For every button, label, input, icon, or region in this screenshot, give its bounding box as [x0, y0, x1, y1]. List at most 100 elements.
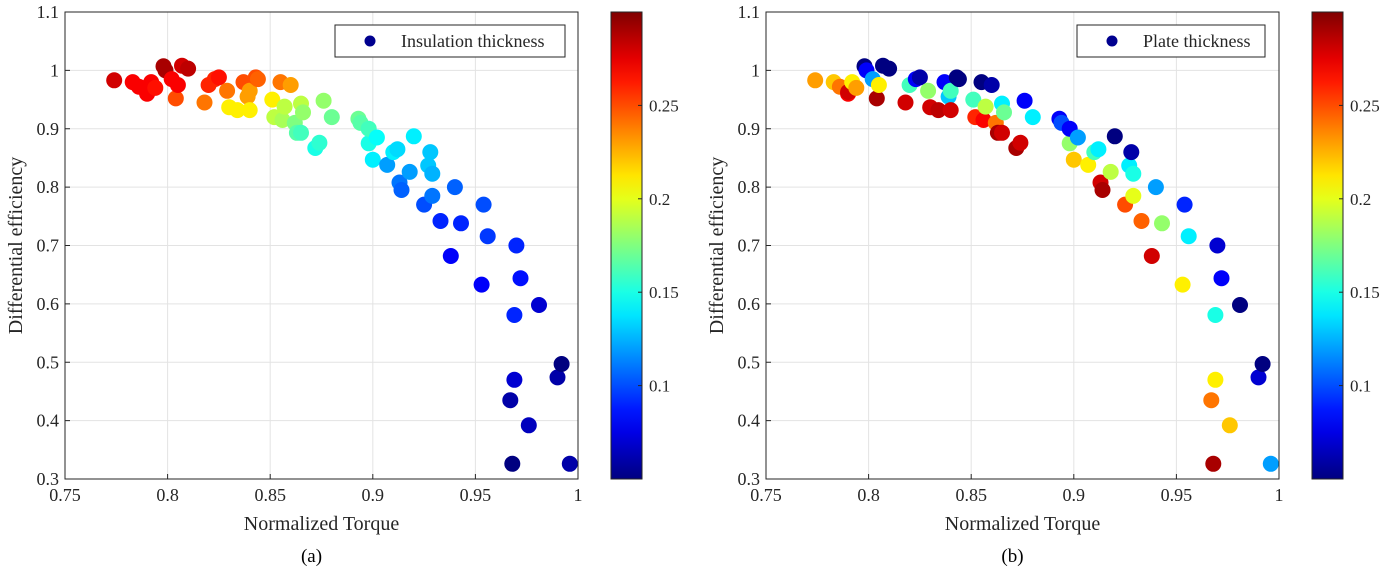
x-tick-label: 1	[1275, 485, 1284, 505]
x-tick-label: 0.85	[254, 485, 286, 505]
colorbar-tick-label: 0.25	[1350, 96, 1380, 115]
scatter-point	[1102, 163, 1119, 180]
scatter-point	[1106, 128, 1123, 145]
scatter-point	[870, 77, 887, 93]
scatter-point	[1174, 276, 1191, 293]
scatter-point	[996, 104, 1012, 121]
scatter-point	[264, 91, 281, 108]
scatter-point	[282, 77, 299, 93]
y-tick-label: 1	[751, 60, 760, 80]
legend-marker	[1106, 35, 1118, 47]
scatter-point	[502, 392, 519, 409]
scatter-point	[1207, 371, 1224, 388]
scatter-point	[393, 182, 410, 198]
scatter-point	[1125, 187, 1142, 204]
scatter-point	[1207, 307, 1224, 323]
scatter-point	[424, 165, 441, 182]
scatter-point	[293, 124, 309, 141]
y-tick-label: 0.4	[738, 411, 761, 431]
scatter-point	[506, 307, 523, 323]
scatter-point	[315, 92, 332, 109]
scatter-point	[807, 72, 824, 89]
colorbar-tick-label: 0.1	[649, 377, 670, 396]
scatter-point	[249, 71, 266, 88]
scatter-point	[508, 237, 525, 254]
scatter-point	[994, 124, 1010, 141]
scatter-point	[561, 455, 578, 472]
scatter-point	[446, 179, 463, 196]
scatter-point	[167, 90, 184, 107]
chart-panel-1: 0.75 0.8 0.85 0.9 0.95 1 0.3 0.4 0.5 0.6 0.7 0.8 0.9…	[706, 2, 1380, 567]
scatter-point	[553, 356, 570, 372]
scatter-point	[442, 248, 459, 264]
scatter-point	[1221, 417, 1238, 434]
x-tick-label: 0.75	[49, 485, 81, 505]
y-tick-label: 0.9	[37, 119, 60, 139]
scatter-point	[147, 79, 164, 96]
scatter-point	[274, 112, 291, 128]
y-tick-label: 0.4	[37, 411, 60, 431]
scatter-point	[1232, 297, 1248, 313]
axes-frame	[765, 11, 1280, 480]
scatter-point	[549, 369, 566, 386]
scatter-point	[276, 98, 293, 115]
x-tick-label: 0.85	[955, 485, 987, 505]
scatter-point	[1262, 455, 1279, 472]
scatter-point	[1094, 182, 1111, 198]
scatter-point	[1209, 237, 1226, 254]
scatter-point	[868, 90, 885, 107]
y-tick-label: 0.6	[37, 294, 60, 314]
y-tick-label: 0.8	[738, 177, 761, 197]
x-tick-label: 0.95	[1161, 485, 1193, 505]
scatter-point	[473, 276, 490, 293]
scatter-point	[504, 455, 521, 472]
y-tick-label: 0.7	[37, 236, 60, 256]
scatter-point	[1203, 392, 1220, 409]
scatter-point	[1154, 215, 1170, 232]
scatter-point	[180, 60, 197, 77]
scatter-point	[1080, 156, 1097, 173]
scatter-point	[897, 94, 914, 111]
scatter-point	[1143, 248, 1160, 264]
x-tick-label: 0.95	[460, 485, 492, 505]
y-tick-label: 0.5	[37, 352, 60, 372]
colorbar-tick-label: 0.2	[649, 190, 670, 209]
panel-label: (b)	[1001, 546, 1023, 567]
scatter-point	[965, 91, 982, 108]
scatter-point	[210, 69, 227, 86]
scatter-point	[219, 82, 236, 99]
scatter-point	[531, 297, 547, 313]
scatter-point	[977, 98, 994, 115]
scatter-point	[368, 129, 385, 146]
scatter-point	[479, 228, 496, 245]
scatter-point	[1133, 213, 1150, 229]
y-axis-label: Differential efficiency	[5, 157, 27, 335]
scatter-point	[1069, 129, 1086, 146]
scatter-point	[1090, 141, 1107, 158]
scatter-point	[1125, 165, 1142, 182]
scatter-point	[241, 82, 258, 99]
colorbar	[610, 11, 643, 480]
scatter-point	[311, 134, 328, 151]
scatter-point	[432, 213, 449, 229]
scatter-point	[323, 109, 340, 126]
y-axis-label: Differential efficiency	[706, 157, 728, 335]
scatter-point	[1123, 144, 1140, 161]
scatter-point	[930, 102, 947, 119]
y-tick-label: 1.1	[37, 2, 60, 22]
legend-marker	[364, 35, 376, 47]
y-tick-label: 1	[50, 60, 59, 80]
y-tick-label: 0.3	[37, 469, 60, 489]
scatter-point	[1254, 356, 1271, 372]
scatter-point	[881, 60, 898, 77]
scatter-point	[920, 82, 937, 99]
chart-panel-0: 0.75 0.8 0.85 0.9 0.95 1 0.3 0.4 0.5 0.6 0.7 0.8 0.9…	[5, 2, 679, 567]
scatter-point	[1250, 369, 1267, 386]
y-tick-label: 1.1	[738, 2, 761, 22]
colorbar-tick-label: 0.25	[649, 96, 679, 115]
scatter-point	[405, 128, 422, 145]
scatter-point	[1016, 92, 1033, 109]
colorbar-tick-label: 0.2	[1350, 190, 1371, 209]
x-axis-label: Normalized Torque	[945, 513, 1101, 535]
y-tick-label: 0.5	[738, 352, 761, 372]
